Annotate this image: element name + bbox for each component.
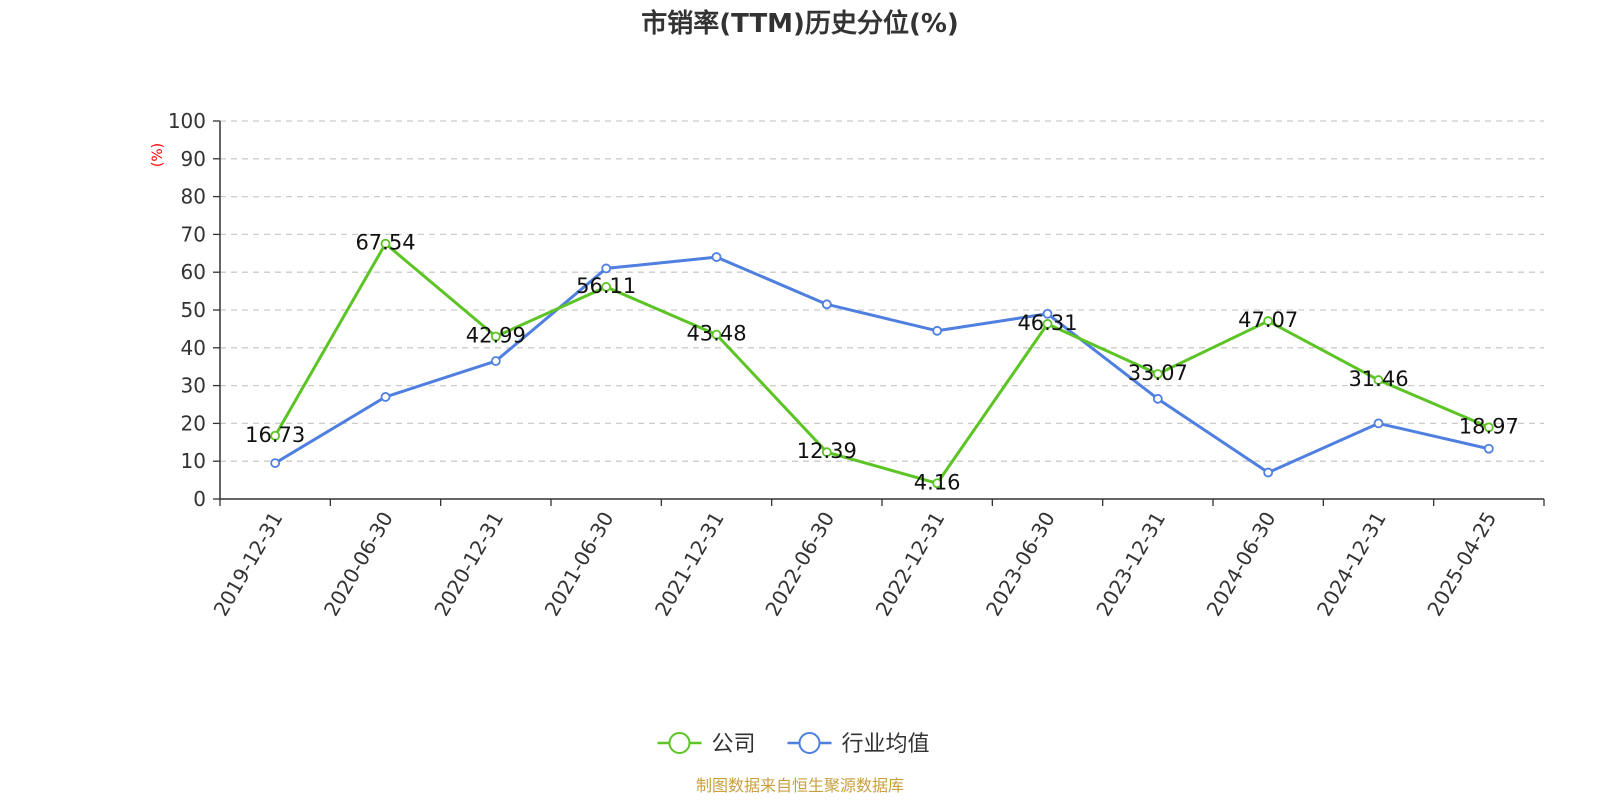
data-point[interactable]	[821, 299, 832, 310]
data-label: 43.48	[686, 322, 746, 346]
data-label: 67.54	[355, 231, 415, 255]
y-tick-label: 60	[181, 260, 206, 284]
data-label: 18.97	[1459, 414, 1519, 438]
y-tick-label: 70	[181, 222, 206, 246]
y-tick-label: 0	[193, 487, 206, 511]
legend-item-0[interactable]: 公司	[657, 732, 756, 757]
data-label: 31.46	[1348, 367, 1408, 391]
data-point[interactable]	[1152, 369, 1163, 379]
data-point[interactable]	[1042, 308, 1053, 319]
data-label: 4.16	[914, 470, 961, 494]
x-tick-label: 2020-06-30	[319, 508, 398, 621]
legend-marker	[798, 732, 821, 754]
data-point[interactable]	[490, 331, 501, 342]
data-point[interactable]	[490, 356, 501, 366]
data-label: 42.99	[466, 323, 526, 347]
y-tick-label: 10	[181, 449, 206, 473]
y-tick-label: 80	[181, 185, 206, 209]
data-label: 47.07	[1238, 308, 1298, 332]
data-point[interactable]	[1373, 418, 1384, 429]
data-point[interactable]	[380, 238, 391, 249]
y-tick-label: 30	[181, 374, 206, 398]
x-tick-label: 2022-06-30	[760, 508, 839, 621]
x-tick-label: 2024-06-30	[1202, 508, 1281, 621]
data-point[interactable]	[1483, 443, 1494, 454]
y-tick-labels: 0 10 20 30 40 50 60 70 80 90 100	[168, 109, 206, 511]
data-label: 33.07	[1128, 361, 1188, 385]
x-tick-label: 2020-12-31	[429, 508, 508, 621]
data-point[interactable]	[821, 447, 832, 458]
data-point[interactable]	[380, 392, 391, 402]
data-label: 12.39	[797, 439, 857, 463]
series-1	[270, 252, 1494, 478]
legend-label: 行业均值	[842, 732, 930, 757]
series-layer: 16.73 67.54 42.99 56.11 43.48 12.39 4.16 46.31 3…	[245, 231, 1519, 495]
series-line	[274, 255, 1490, 475]
data-point[interactable]	[1483, 422, 1494, 433]
y-tick-label: 90	[181, 147, 206, 171]
data-point[interactable]	[270, 430, 281, 441]
series-0	[270, 238, 1494, 489]
data-label: 56.11	[576, 274, 636, 298]
data-point[interactable]	[1152, 393, 1163, 404]
y-axis-label: (%)	[150, 143, 166, 167]
data-point[interactable]	[711, 252, 722, 262]
data-point[interactable]	[932, 325, 943, 336]
x-tick-label: 2021-12-31	[650, 508, 729, 621]
data-labels-0: 16.73 67.54 42.99 56.11 43.48 12.39 4.16 46.31 3…	[245, 231, 1519, 495]
data-point[interactable]	[1373, 375, 1384, 385]
data-point[interactable]	[601, 282, 612, 292]
data-point[interactable]	[601, 263, 612, 274]
chart-title: 市销率(TTM)历史分位(%)	[641, 8, 959, 39]
data-point[interactable]	[270, 458, 281, 468]
legend-item-1[interactable]: 行业均值	[787, 732, 930, 757]
x-tick-label: 2021-06-30	[540, 508, 619, 621]
y-tick-label: 40	[181, 336, 206, 360]
x-tick-label: 2019-12-31	[209, 508, 288, 621]
x-tick-labels: 2019-12-31 2020-06-30 2020-12-31 2021-06-30…	[209, 508, 1502, 621]
y-tick-label: 20	[181, 411, 206, 435]
source-note: 制图数据来自恒生聚源数据库	[696, 776, 904, 795]
data-label: 16.73	[245, 423, 305, 447]
data-point[interactable]	[1263, 316, 1274, 326]
data-point[interactable]	[1042, 319, 1053, 329]
x-tick-label: 2025-04-25	[1422, 508, 1501, 621]
y-tick-label: 100	[168, 109, 206, 133]
legend-label: 公司	[712, 732, 756, 757]
x-tick-label: 2023-12-31	[1091, 508, 1170, 621]
x-tick-label: 2023-06-30	[981, 508, 1060, 621]
data-point[interactable]	[1263, 467, 1274, 478]
x-tick-label: 2022-12-31	[871, 508, 950, 621]
legend-marker	[668, 732, 691, 754]
grid-lines	[220, 120, 1544, 462]
y-tick-label: 50	[181, 298, 206, 322]
data-point[interactable]	[711, 329, 722, 340]
x-tick-label: 2024-12-31	[1312, 508, 1391, 621]
axes	[213, 120, 1545, 506]
series-line	[273, 242, 1490, 485]
data-point[interactable]	[932, 478, 943, 489]
data-label: 46.31	[1017, 311, 1077, 335]
legend[interactable]: 公司 行业均值	[657, 732, 930, 757]
